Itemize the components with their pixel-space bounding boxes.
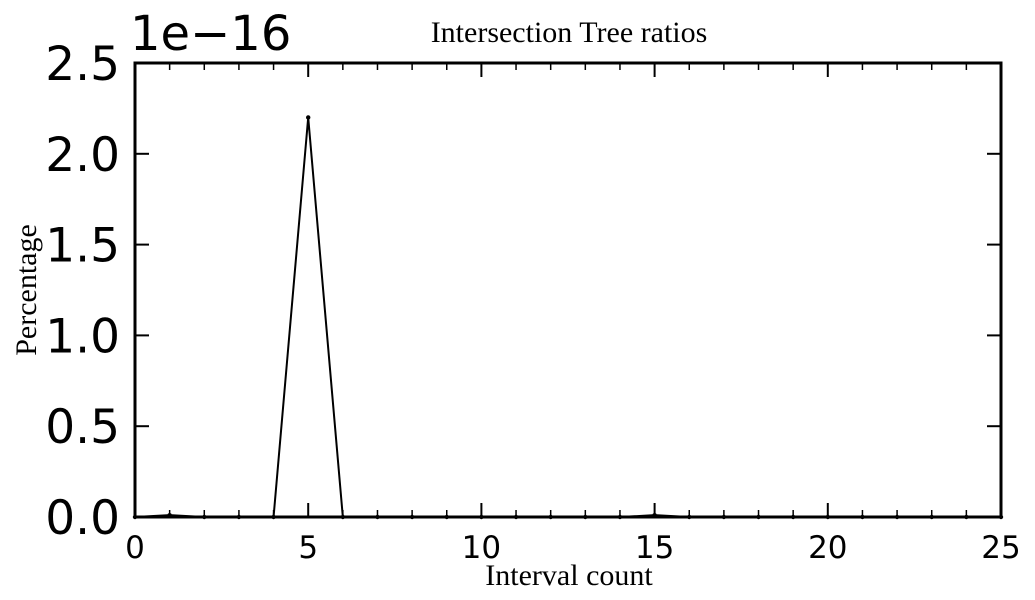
- axis-ticks: [134, 62, 1002, 518]
- y-tick-label: 1.5: [45, 219, 120, 274]
- data-point: [306, 115, 311, 120]
- x-tick-label: 5: [298, 530, 318, 566]
- chart-title: Intersection Tree ratios: [431, 16, 708, 49]
- y-tick-label: 0.0: [45, 491, 120, 546]
- plot-frame: [133, 61, 1003, 519]
- x-tick-label: 20: [808, 530, 847, 566]
- y-axis-label: Percentage: [10, 224, 43, 356]
- x-tick-label: 15: [635, 530, 674, 566]
- axis-tick-labels: 0 5 10 15 20 25 0.0 0.5 1.0 1.5 2.0 2.5: [45, 37, 1020, 566]
- y-axis-offset-text: 1e−16: [130, 6, 291, 62]
- y-tick-label: 2.0: [45, 128, 120, 183]
- y-tick-label: 0.5: [45, 400, 120, 455]
- x-tick-label: 0: [125, 530, 145, 566]
- series-layer: [132, 115, 1004, 520]
- y-tick-label: 1.0: [45, 309, 120, 364]
- x-tick-label: 25: [981, 530, 1020, 566]
- series-line: [134, 117, 1001, 518]
- y-tick-label: 2.5: [45, 37, 120, 92]
- x-axis-label: Interval count: [485, 559, 653, 592]
- x-tick-label: 10: [462, 530, 501, 566]
